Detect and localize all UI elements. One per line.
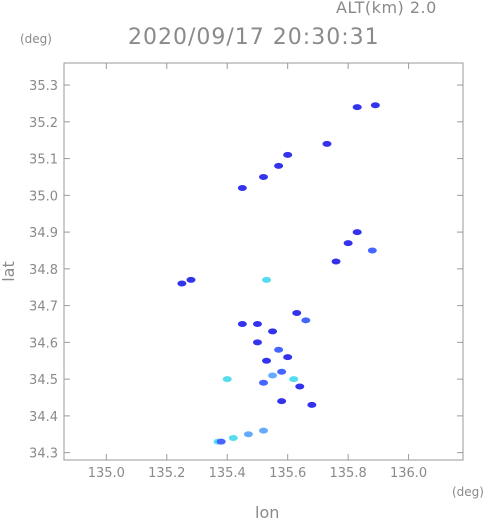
echo-point bbox=[307, 401, 317, 408]
y-tick-label: 35.2 bbox=[29, 116, 58, 131]
x-tick-label: 135.8 bbox=[330, 466, 367, 481]
echo-point bbox=[274, 162, 284, 169]
echo-point bbox=[237, 320, 247, 327]
y-axis-unit: (deg) bbox=[20, 32, 52, 46]
echo-point bbox=[352, 104, 362, 111]
echo-point bbox=[322, 140, 332, 147]
chart-title-datetime: 2020/09/17 20:30:31 bbox=[128, 25, 380, 50]
y-tick-label: 34.3 bbox=[29, 447, 58, 462]
echo-point bbox=[268, 328, 278, 335]
echo-point bbox=[331, 258, 341, 265]
x-axis-unit: (deg) bbox=[452, 485, 484, 499]
altitude-label: ALT(km) 2.0 bbox=[336, 0, 437, 17]
plot-frame bbox=[63, 62, 464, 461]
echo-point bbox=[259, 173, 268, 180]
echo-point bbox=[177, 280, 187, 287]
y-tick-label: 34.6 bbox=[29, 336, 58, 351]
echo-point bbox=[295, 383, 305, 390]
echo-point bbox=[268, 372, 278, 379]
y-tick-label: 34.8 bbox=[29, 263, 58, 278]
echo-point bbox=[216, 438, 226, 445]
x-tick-label: 135.4 bbox=[209, 466, 246, 481]
echo-point bbox=[367, 247, 377, 254]
echo-point bbox=[274, 346, 284, 353]
echo-point bbox=[259, 427, 268, 434]
x-tick-label: 136.0 bbox=[390, 466, 427, 481]
echo-point bbox=[252, 339, 262, 346]
echo-point bbox=[370, 102, 380, 109]
y-tick-label: 34.4 bbox=[29, 410, 58, 425]
x-axis-label: lon bbox=[255, 503, 280, 522]
echo-point bbox=[283, 151, 293, 158]
echo-point bbox=[283, 354, 293, 361]
echo-point bbox=[343, 240, 353, 247]
echo-point bbox=[352, 229, 362, 236]
echo-point bbox=[252, 320, 262, 327]
echo-point bbox=[237, 184, 247, 191]
echo-point bbox=[301, 317, 311, 324]
y-tick-label: 34.7 bbox=[29, 300, 58, 315]
y-tick-label: 34.5 bbox=[29, 373, 58, 388]
echo-point bbox=[262, 357, 272, 364]
echo-layer bbox=[177, 102, 380, 445]
y-tick-label: 35.3 bbox=[29, 79, 58, 94]
echo-point bbox=[262, 276, 272, 283]
echo-point bbox=[186, 276, 196, 283]
echo-point bbox=[228, 434, 238, 441]
x-tick-label: 135.6 bbox=[269, 466, 306, 481]
echo-point bbox=[277, 398, 287, 405]
echo-point bbox=[289, 376, 299, 383]
echo-point bbox=[259, 379, 268, 386]
y-tick-label: 34.9 bbox=[29, 226, 58, 241]
x-tick-label: 135.0 bbox=[88, 466, 125, 481]
axis-ticks: 135.0 135.2 135.4 135.6 135.8 136.0 34.3 34.4 34… bbox=[29, 63, 463, 481]
x-tick-label: 135.2 bbox=[148, 466, 185, 481]
echo-point bbox=[222, 376, 232, 383]
y-tick-label: 35.0 bbox=[29, 189, 58, 204]
echo-point bbox=[277, 368, 287, 375]
echo-point bbox=[243, 431, 253, 438]
echo-point bbox=[292, 309, 302, 316]
y-tick-label: 35.1 bbox=[29, 153, 58, 168]
